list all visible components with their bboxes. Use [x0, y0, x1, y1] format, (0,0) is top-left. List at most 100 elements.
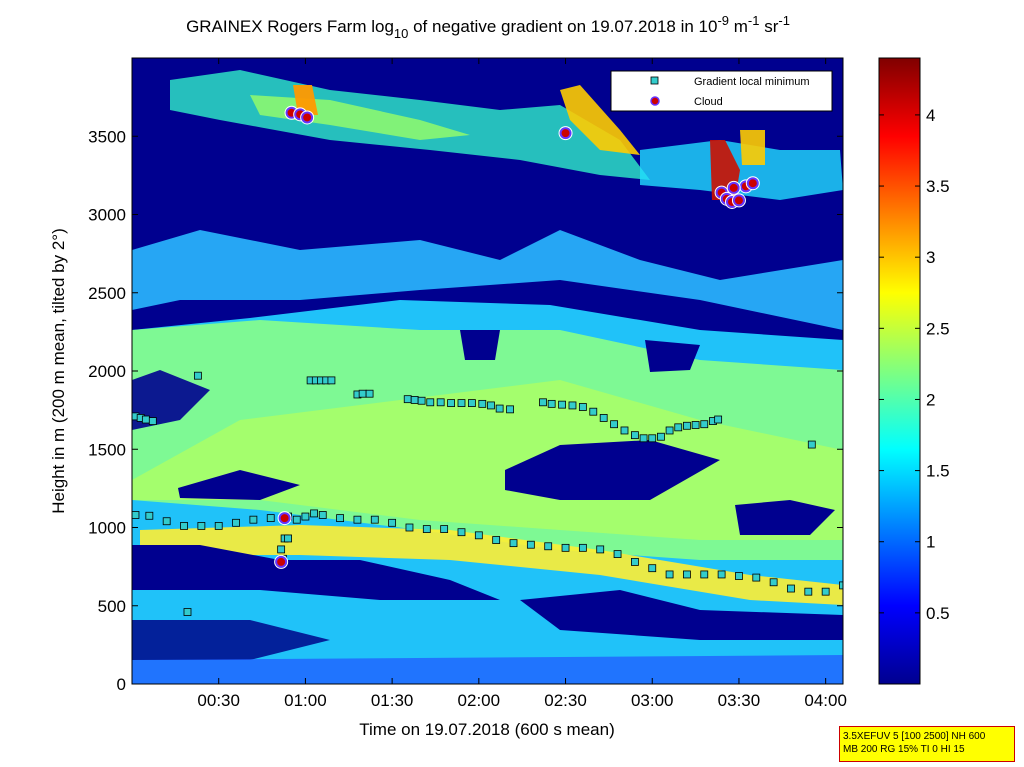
gradient-min-marker — [700, 570, 709, 579]
gradient-min-marker — [336, 514, 344, 523]
chart-title: GRAINEX Rogers Farm log10 of negative gr… — [186, 13, 790, 41]
colorbar-tick-label: 1.5 — [926, 462, 950, 481]
gradient-min-marker — [665, 570, 674, 579]
y-tick-label: 2500 — [88, 284, 126, 303]
gradient-min-marker — [474, 531, 483, 540]
gradient-min-marker — [714, 415, 723, 424]
gradient-min-marker — [700, 420, 709, 429]
colorbar-tick-label: 3.5 — [926, 177, 950, 196]
gradient-min-marker — [648, 564, 657, 573]
gradient-min-marker — [266, 514, 275, 523]
gradient-min-marker — [787, 584, 795, 593]
gradient-min-marker — [735, 572, 743, 580]
cloud-marker-halo — [745, 176, 760, 191]
gradient-min-marker — [403, 395, 412, 404]
gradient-min-marker — [353, 515, 362, 524]
cloud-marker — [732, 194, 745, 207]
gradient-min-marker — [318, 511, 327, 519]
heatmap — [132, 58, 843, 684]
gradient-min-marker — [141, 415, 150, 424]
gradient-min-marker — [547, 399, 556, 408]
gradient-min-marker — [388, 518, 397, 527]
gradient-min-marker — [436, 398, 445, 407]
gradient-min-marker — [804, 587, 813, 596]
gradient-min-marker — [426, 398, 435, 407]
info-line-2: MB 200 RG 15% TI 0 HI 15 — [843, 744, 965, 755]
x-tick-label: 03:30 — [718, 691, 761, 710]
gradient-min-marker — [193, 371, 202, 380]
x-tick-label: 01:30 — [371, 691, 414, 710]
gradient-min-marker — [358, 389, 367, 398]
gradient-min-marker — [631, 558, 639, 566]
gradient-min-marker — [526, 540, 535, 549]
y-axis-label: Height in m (200 m mean, tilted by 2°) — [49, 228, 68, 514]
gradient-min-marker — [821, 587, 830, 596]
y-tick-label: 1500 — [88, 440, 126, 459]
gradient-min-marker — [610, 420, 618, 429]
gradient-min-marker — [683, 570, 691, 579]
gradient-min-marker — [132, 511, 140, 519]
gradient-min-marker — [639, 434, 648, 443]
cloud-marker — [301, 111, 314, 124]
gradient-min-marker — [839, 581, 843, 590]
gradient-min-marker — [539, 398, 547, 407]
info-box: 3.5XEFUV 5 [100 2500] NH 600 MB 200 RG 1… — [839, 726, 1015, 762]
x-tick-label: 03:00 — [631, 691, 674, 710]
gradient-min-marker — [620, 426, 629, 435]
legend-box — [610, 70, 833, 112]
cloud-marker — [746, 177, 759, 190]
colorbar-gradient — [878, 57, 921, 685]
gradient-min-marker — [506, 405, 514, 414]
legend-square-marker — [650, 76, 659, 85]
gradient-min-marker — [148, 417, 157, 425]
info-line-1: 3.5XEFUV 5 [100 2500] NH 600 — [843, 731, 986, 742]
y-tick-label: 1000 — [88, 519, 126, 538]
gradient-min-marker — [691, 421, 700, 429]
cloud-marker — [275, 555, 288, 568]
y-tick-label: 2000 — [88, 362, 126, 381]
gradient-min-marker — [665, 426, 674, 435]
x-tick-label: 01:00 — [284, 691, 327, 710]
gradient-min-marker — [561, 543, 570, 552]
gradient-min-marker — [249, 515, 258, 524]
gradient-min-marker — [599, 414, 608, 422]
colorbar-tick-label: 4 — [926, 106, 935, 125]
cloud-marker-halo — [277, 511, 292, 526]
gradient-min-marker — [214, 522, 223, 530]
gradient-min-marker — [717, 570, 726, 579]
cloud-marker — [278, 512, 291, 525]
gradient-min-marker — [232, 518, 240, 527]
gradient-min-marker — [769, 578, 778, 587]
gradient-min-marker — [613, 550, 622, 559]
x-tick-label: 02:30 — [544, 691, 587, 710]
gradient-min-marker — [589, 407, 598, 416]
gradient-min-marker — [277, 545, 286, 554]
gradient-min-marker — [440, 525, 449, 533]
cloud-marker-halo — [726, 180, 741, 195]
gradient-min-marker — [370, 515, 379, 524]
gradient-min-marker — [301, 512, 310, 521]
y-tick-label: 0 — [117, 675, 126, 694]
gradient-min-marker — [544, 542, 553, 551]
legend-entry-gradient: Gradient local minimum — [694, 76, 810, 88]
colorbar-tick-label: 3 — [926, 248, 935, 267]
gradient-min-marker — [417, 396, 426, 405]
gradient-min-marker — [674, 423, 683, 432]
gradient-min-marker — [405, 523, 414, 532]
cloud-marker-halo — [558, 126, 573, 141]
cloud-marker-halo — [731, 193, 746, 208]
x-tick-label: 02:00 — [458, 691, 501, 710]
y-tick-label: 3500 — [88, 127, 126, 146]
gradient-min-marker — [197, 522, 206, 530]
gradient-min-marker — [284, 534, 292, 543]
gradient-min-marker — [578, 403, 587, 411]
x-tick-label: 00:30 — [197, 691, 240, 710]
gradient-min-marker — [327, 376, 336, 385]
cloud-marker — [727, 181, 740, 194]
y-axis: 0 500 1000 1500 2000 2500 3000 3500 — [88, 127, 843, 694]
legend: Gradient local minimum Cloud — [610, 70, 833, 112]
cloud-marker-halo — [300, 110, 315, 125]
legend-entry-cloud: Cloud — [694, 96, 723, 108]
gradient-min-marker — [292, 515, 301, 524]
colorbar-tick-label: 2 — [926, 390, 935, 409]
